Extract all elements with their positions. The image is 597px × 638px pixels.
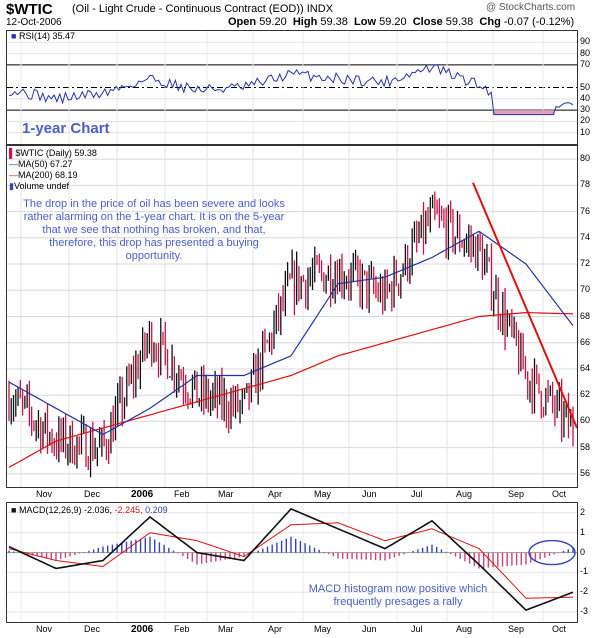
x-tick-label: Sep <box>508 489 525 499</box>
x-tick-label: 2006 <box>131 489 154 500</box>
macd-y-tick: -2 <box>580 586 589 597</box>
x-tick-label: Aug <box>456 624 473 634</box>
rsi-y-tick: 80 <box>580 47 591 58</box>
macd-panel: ■ MACD(12,26,9) -2.036, -2.245, 0.209 MA… <box>6 502 578 623</box>
x-tick-label: Feb <box>174 624 190 634</box>
high-value: 59.38 <box>320 16 348 28</box>
price-y-tick: 56 <box>580 467 591 478</box>
x-tick-label: Nov <box>36 489 53 499</box>
downtrend-line <box>472 182 577 429</box>
open-value: 59.20 <box>259 16 287 28</box>
x-tick-label: Apr <box>268 489 283 499</box>
low-value: 59.20 <box>379 16 407 28</box>
rsi-y-tick: 20 <box>580 115 591 126</box>
x-tick-label: Jun <box>362 624 377 634</box>
rsi-panel: ■ RSI(14) 35.47 <box>6 30 578 145</box>
ma50-line <box>8 230 574 436</box>
price-panel: ▌$WTIC (Daily) 59.38 —MA(50) 67.27 —MA(2… <box>6 145 578 488</box>
price-y-tick: 74 <box>580 231 591 242</box>
x-tick-label: May <box>314 624 332 634</box>
ma200-line <box>8 311 574 468</box>
legend-ma200: —MA(200) 68.19 <box>9 170 78 180</box>
rsi-legend-text: RSI(14) 35.47 <box>18 31 75 41</box>
symbol-description: (Oil - Light Crude - Continuous Contract… <box>72 3 334 15</box>
rsi-y-tick: 10 <box>580 126 591 137</box>
price-y-tick: 70 <box>580 284 591 295</box>
macd-legend: ■ MACD(12,26,9) -2.036, -2.245, 0.209 <box>11 505 168 515</box>
ohlc-readout: Open 59.20 High 59.38 Low 59.20 Close 59… <box>228 16 574 28</box>
macd-annotation: MACD histogram now positive which freque… <box>308 583 488 608</box>
chg-label: Chg <box>479 16 501 28</box>
rsi-oversold-fill <box>492 110 555 115</box>
price-y-tick: 72 <box>580 258 591 269</box>
x-tick-label: Mar <box>218 624 234 634</box>
symbol-title: $WTIC <box>6 1 53 18</box>
macd-legend-name: MACD(12,26,9) <box>18 505 82 515</box>
rsi-y-tick: 50 <box>580 81 591 92</box>
legend-volume: ▮Volume undef <box>9 181 69 191</box>
price-y-tick: 76 <box>580 205 591 216</box>
legend-ma50: —MA(50) 67.27 <box>9 159 73 169</box>
x-tick-label: Oct <box>552 624 567 634</box>
price-y-tick: 60 <box>580 415 591 426</box>
price-plot <box>7 146 577 487</box>
high-label: High <box>292 16 318 28</box>
x-tick-label: Jul <box>411 624 423 634</box>
price-y-tick: 78 <box>580 179 591 190</box>
close-label: Close <box>412 16 443 28</box>
macd-legend-macd: -2.036, <box>84 505 113 515</box>
x-tick-label: Apr <box>268 624 283 634</box>
price-y-tick: 68 <box>580 310 591 321</box>
price-y-tick: 62 <box>580 389 591 400</box>
rsi-y-tick: 70 <box>580 58 591 69</box>
rsi-y-tick: 30 <box>580 104 591 115</box>
x-tick-label: Nov <box>36 624 53 634</box>
x-tick-label: Jul <box>411 489 423 499</box>
rsi-y-tick: 40 <box>580 92 591 103</box>
x-tick-label: Oct <box>552 489 567 499</box>
macd-line <box>8 507 574 612</box>
x-tick-label: Aug <box>456 489 473 499</box>
macd-signal-line <box>8 522 574 599</box>
legend-symbol: ▌$WTIC (Daily) 59.38 <box>9 148 97 158</box>
macd-y-tick: -1 <box>580 566 589 577</box>
price-y-tick: 66 <box>580 336 591 347</box>
macd-plot <box>7 503 577 622</box>
rsi-y-tick: 90 <box>580 36 591 47</box>
macd-y-tick: 1 <box>580 526 586 537</box>
low-label: Low <box>354 16 377 28</box>
x-tick-label: Sep <box>508 624 525 634</box>
x-tick-label: Mar <box>218 489 234 499</box>
macd-y-tick: -3 <box>580 606 589 617</box>
copyright: @ StockCharts.com <box>486 2 576 13</box>
x-tick-label: Jun <box>362 489 377 499</box>
x-tick-label: Dec <box>84 489 101 499</box>
one-year-chart-label: 1-year Chart <box>22 120 110 137</box>
price-y-tick: 80 <box>580 153 591 164</box>
rsi-legend: ■ RSI(14) 35.47 <box>11 31 75 42</box>
chg-value: -0.07 (-0.12%) <box>503 16 575 28</box>
x-tick-label: May <box>314 489 332 499</box>
macd-legend-signal: -2.245, <box>114 505 143 515</box>
price-annotation: The drop in the price of oil has been se… <box>23 198 285 262</box>
price-legend: ▌$WTIC (Daily) 59.38 —MA(50) 67.27 —MA(2… <box>9 148 97 192</box>
price-y-tick: 64 <box>580 362 591 373</box>
macd-y-tick: 2 <box>580 506 586 517</box>
macd-legend-hist: 0.209 <box>145 505 168 515</box>
chart-date: 12-Oct-2006 <box>6 17 62 28</box>
x-tick-label: Dec <box>84 624 101 634</box>
rsi-line <box>8 64 574 116</box>
x-tick-label: 2006 <box>131 624 154 635</box>
histogram-highlight-circle <box>528 539 576 566</box>
macd-y-tick: 0 <box>580 546 586 557</box>
price-y-tick: 58 <box>580 441 591 452</box>
rsi-legend-marker: ■ <box>11 31 17 41</box>
x-tick-label: Feb <box>174 489 190 499</box>
chart-header: $WTIC (Oil - Light Crude - Continuous Co… <box>0 0 597 30</box>
rsi-plot <box>7 31 577 144</box>
close-value: 59.38 <box>445 16 474 28</box>
open-label: Open <box>228 16 257 28</box>
